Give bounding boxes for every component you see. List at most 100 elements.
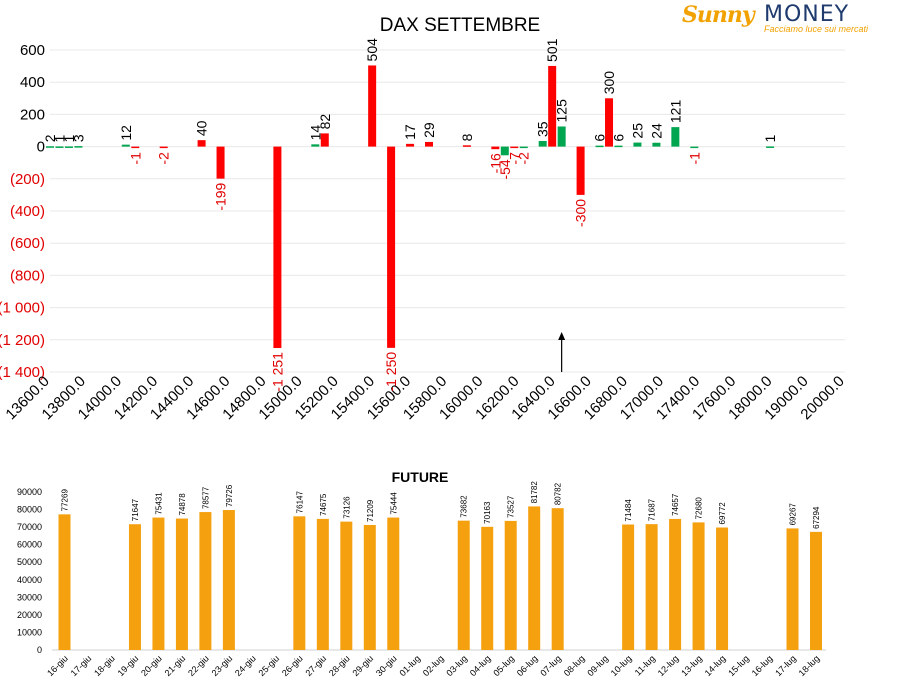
- bar-red: [197, 140, 206, 147]
- future-x-tick-label: 29-giu: [350, 653, 375, 678]
- future-bar: [786, 528, 799, 650]
- future-bar: [457, 520, 470, 650]
- data-label: 6: [611, 134, 627, 142]
- future-data-label: 73126: [342, 496, 351, 519]
- future-y-tick-label: 50000: [17, 557, 42, 567]
- future-y-tick-label: 20000: [17, 610, 42, 620]
- future-x-tick-label: 03-lug: [444, 653, 469, 678]
- bar-red: [548, 65, 557, 147]
- future-data-label: 74675: [319, 493, 328, 516]
- future-bar: [692, 522, 705, 650]
- bar-green: [55, 146, 64, 148]
- future-bar: [58, 514, 71, 650]
- bar-green: [766, 146, 775, 148]
- bar-green: [64, 146, 73, 148]
- future-data-label: 73527: [507, 495, 516, 518]
- bar-red: [491, 146, 500, 150]
- y-tick-label: (1 200): [0, 332, 45, 349]
- bar-red: [320, 133, 329, 147]
- future-y-tick-label: 60000: [17, 540, 42, 550]
- future-x-tick-label: 24-giu: [233, 653, 258, 678]
- data-label: -199: [213, 182, 229, 210]
- data-label: 504: [364, 38, 380, 62]
- y-tick-label: 0: [37, 139, 45, 156]
- future-y-tick-label: 70000: [17, 522, 42, 532]
- future-x-tick-label: 05-lug: [491, 653, 516, 678]
- data-label: 40: [194, 120, 210, 136]
- data-label: 3: [70, 134, 86, 142]
- data-label: -1 251: [269, 352, 285, 392]
- future-x-tick-label: 16-lug: [750, 653, 775, 678]
- data-label: 29: [421, 122, 437, 138]
- future-x-tick-label: 11-lug: [633, 653, 657, 677]
- data-label: 14: [307, 125, 323, 141]
- y-tick-label: (400): [10, 203, 45, 220]
- future-x-tick-label: 10-lug: [609, 653, 634, 678]
- bar-red: [273, 146, 282, 349]
- data-label: -2: [156, 152, 172, 165]
- future-data-label: 77269: [61, 489, 70, 512]
- future-data-label: 71687: [648, 498, 657, 521]
- future-bar: [810, 531, 822, 650]
- future-data-label: 72680: [695, 497, 704, 520]
- bar-green: [538, 140, 547, 147]
- future-data-label: 79726: [225, 484, 234, 507]
- data-label: -1: [686, 152, 702, 165]
- future-x-tick-label: 28-giu: [327, 653, 352, 678]
- data-label: -1: [127, 152, 143, 165]
- future-data-label: 73682: [460, 495, 469, 518]
- y-tick-label: (800): [10, 267, 45, 284]
- future-bar: [716, 527, 729, 650]
- future-bar: [504, 520, 517, 650]
- future-bar: [199, 512, 212, 650]
- future-data-label: 76147: [295, 491, 304, 514]
- chart-title: DAX SETTEMBRE: [380, 15, 540, 36]
- future-x-tick-label: 16-giu: [45, 653, 70, 678]
- data-label: 35: [535, 121, 551, 137]
- data-label: 6: [592, 134, 608, 142]
- y-tick-label: (200): [10, 171, 45, 188]
- future-x-tick-label: 25-giu: [257, 653, 282, 678]
- future-x-tick-label: 06-lug: [515, 653, 540, 678]
- logo-tagline: Facciamo luce sui mercati: [764, 24, 869, 34]
- future-data-label: 71484: [624, 499, 633, 522]
- bar-green: [74, 146, 83, 148]
- future-data-label: 81782: [530, 481, 539, 504]
- future-data-label: 75431: [154, 492, 163, 515]
- bar-green: [500, 146, 509, 156]
- future-y-tick-label: 30000: [17, 592, 42, 602]
- data-label: 1: [51, 134, 67, 142]
- future-x-tick-label: 27-giu: [303, 653, 328, 678]
- future-x-tick-label: 14-lug: [703, 653, 728, 678]
- future-y-tick-label: 40000: [17, 575, 42, 585]
- data-label: 12: [118, 125, 134, 141]
- bar-green: [614, 145, 623, 148]
- future-data-label: 74878: [178, 493, 187, 516]
- future-bar: [293, 516, 306, 650]
- data-label: 2: [42, 134, 58, 142]
- bar-green: [46, 146, 54, 148]
- logo-brand-sunny: Sunny: [682, 2, 755, 28]
- future-data-label: 71647: [131, 498, 140, 521]
- future-bar: [128, 524, 141, 650]
- bar-green: [652, 142, 661, 147]
- future-x-tick-label: 20-giu: [139, 653, 164, 678]
- bar-green: [690, 146, 699, 149]
- future-bar: [622, 524, 635, 650]
- bar-green: [519, 146, 528, 149]
- bar-red: [406, 143, 415, 147]
- future-data-label: 74657: [671, 493, 680, 516]
- future-x-tick-label: 09-lug: [585, 653, 610, 678]
- bar-green: [633, 142, 642, 147]
- data-label: -1 250: [383, 352, 399, 392]
- future-x-tick-label: 30-giu: [374, 653, 399, 678]
- data-label: -2: [516, 152, 532, 165]
- future-bar: [222, 510, 235, 650]
- bar-green: [671, 127, 680, 147]
- sunny-money-logo: Sunny MONEY Facciamo luce sui mercati: [678, 2, 893, 42]
- bar-red: [368, 65, 377, 147]
- future-bar: [387, 517, 400, 650]
- bar-green: [557, 126, 566, 147]
- future-data-label: 71209: [366, 499, 375, 522]
